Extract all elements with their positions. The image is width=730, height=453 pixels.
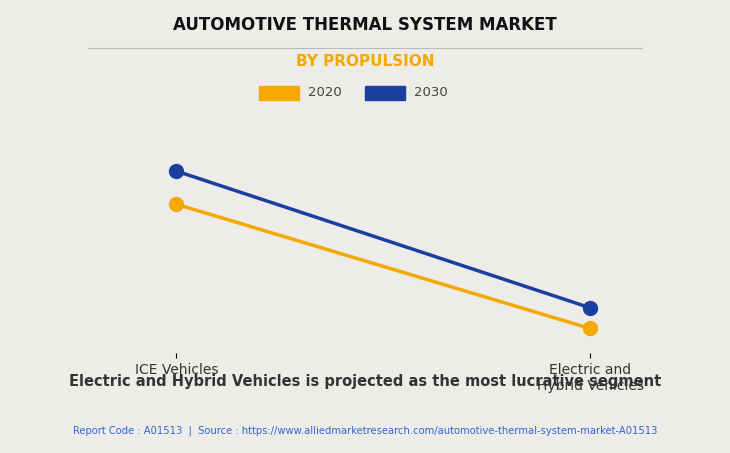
Text: AUTOMOTIVE THERMAL SYSTEM MARKET: AUTOMOTIVE THERMAL SYSTEM MARKET <box>173 16 557 34</box>
Text: 2020: 2020 <box>308 87 342 99</box>
Text: Report Code : A01513  |  Source : https://www.alliedmarketresearch.com/automotiv: Report Code : A01513 | Source : https://… <box>73 426 657 436</box>
2030 <box>172 169 181 174</box>
2020 <box>172 202 181 207</box>
Text: 2030: 2030 <box>414 87 447 99</box>
2020 <box>585 326 594 331</box>
Line: 2020: 2020 <box>169 198 597 335</box>
2030 <box>585 305 594 310</box>
Line: 2030: 2030 <box>169 164 597 315</box>
Text: BY PROPULSION: BY PROPULSION <box>296 54 434 69</box>
Text: Electric and Hybrid Vehicles is projected as the most lucrative segment: Electric and Hybrid Vehicles is projecte… <box>69 374 661 389</box>
